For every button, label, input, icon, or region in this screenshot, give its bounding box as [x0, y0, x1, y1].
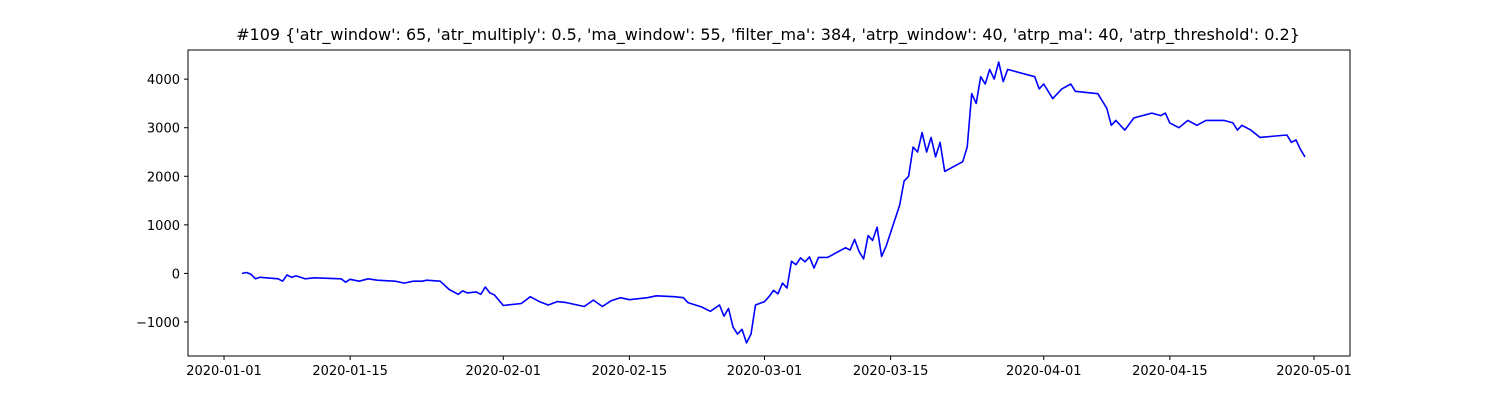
x-tick-label: 2020-02-15 [592, 364, 668, 379]
x-tick-label: 2020-03-01 [727, 364, 803, 379]
y-tick-label: 2000 [147, 170, 180, 185]
x-tick-label: 2020-04-15 [1132, 364, 1208, 379]
series-line-0 [241, 61, 1306, 344]
y-tick-label: 3000 [147, 122, 180, 137]
y-tick-label: 1000 [147, 219, 180, 234]
plot-area: 2020-01-01 2020-01-15 2020-02-01 2020-02-15… [136, 49, 1352, 379]
plot-frame [187, 49, 1351, 357]
x-tick-label: 2020-04-01 [1006, 364, 1082, 379]
y-tick-label: 0 [172, 267, 180, 282]
x-tick-label: 2020-01-15 [312, 364, 388, 379]
x-tick-label: 2020-02-01 [465, 364, 541, 379]
x-tick-label: 2020-05-01 [1276, 364, 1352, 379]
y-tick-label: −1000 [136, 316, 180, 331]
x-tick-label: 2020-01-01 [186, 364, 262, 379]
chart-title: #109 {'atr_window': 65, 'atr_multiply': … [236, 25, 1300, 45]
x-tick-label: 2020-03-15 [853, 364, 929, 379]
y-tick-label: 4000 [147, 73, 180, 88]
